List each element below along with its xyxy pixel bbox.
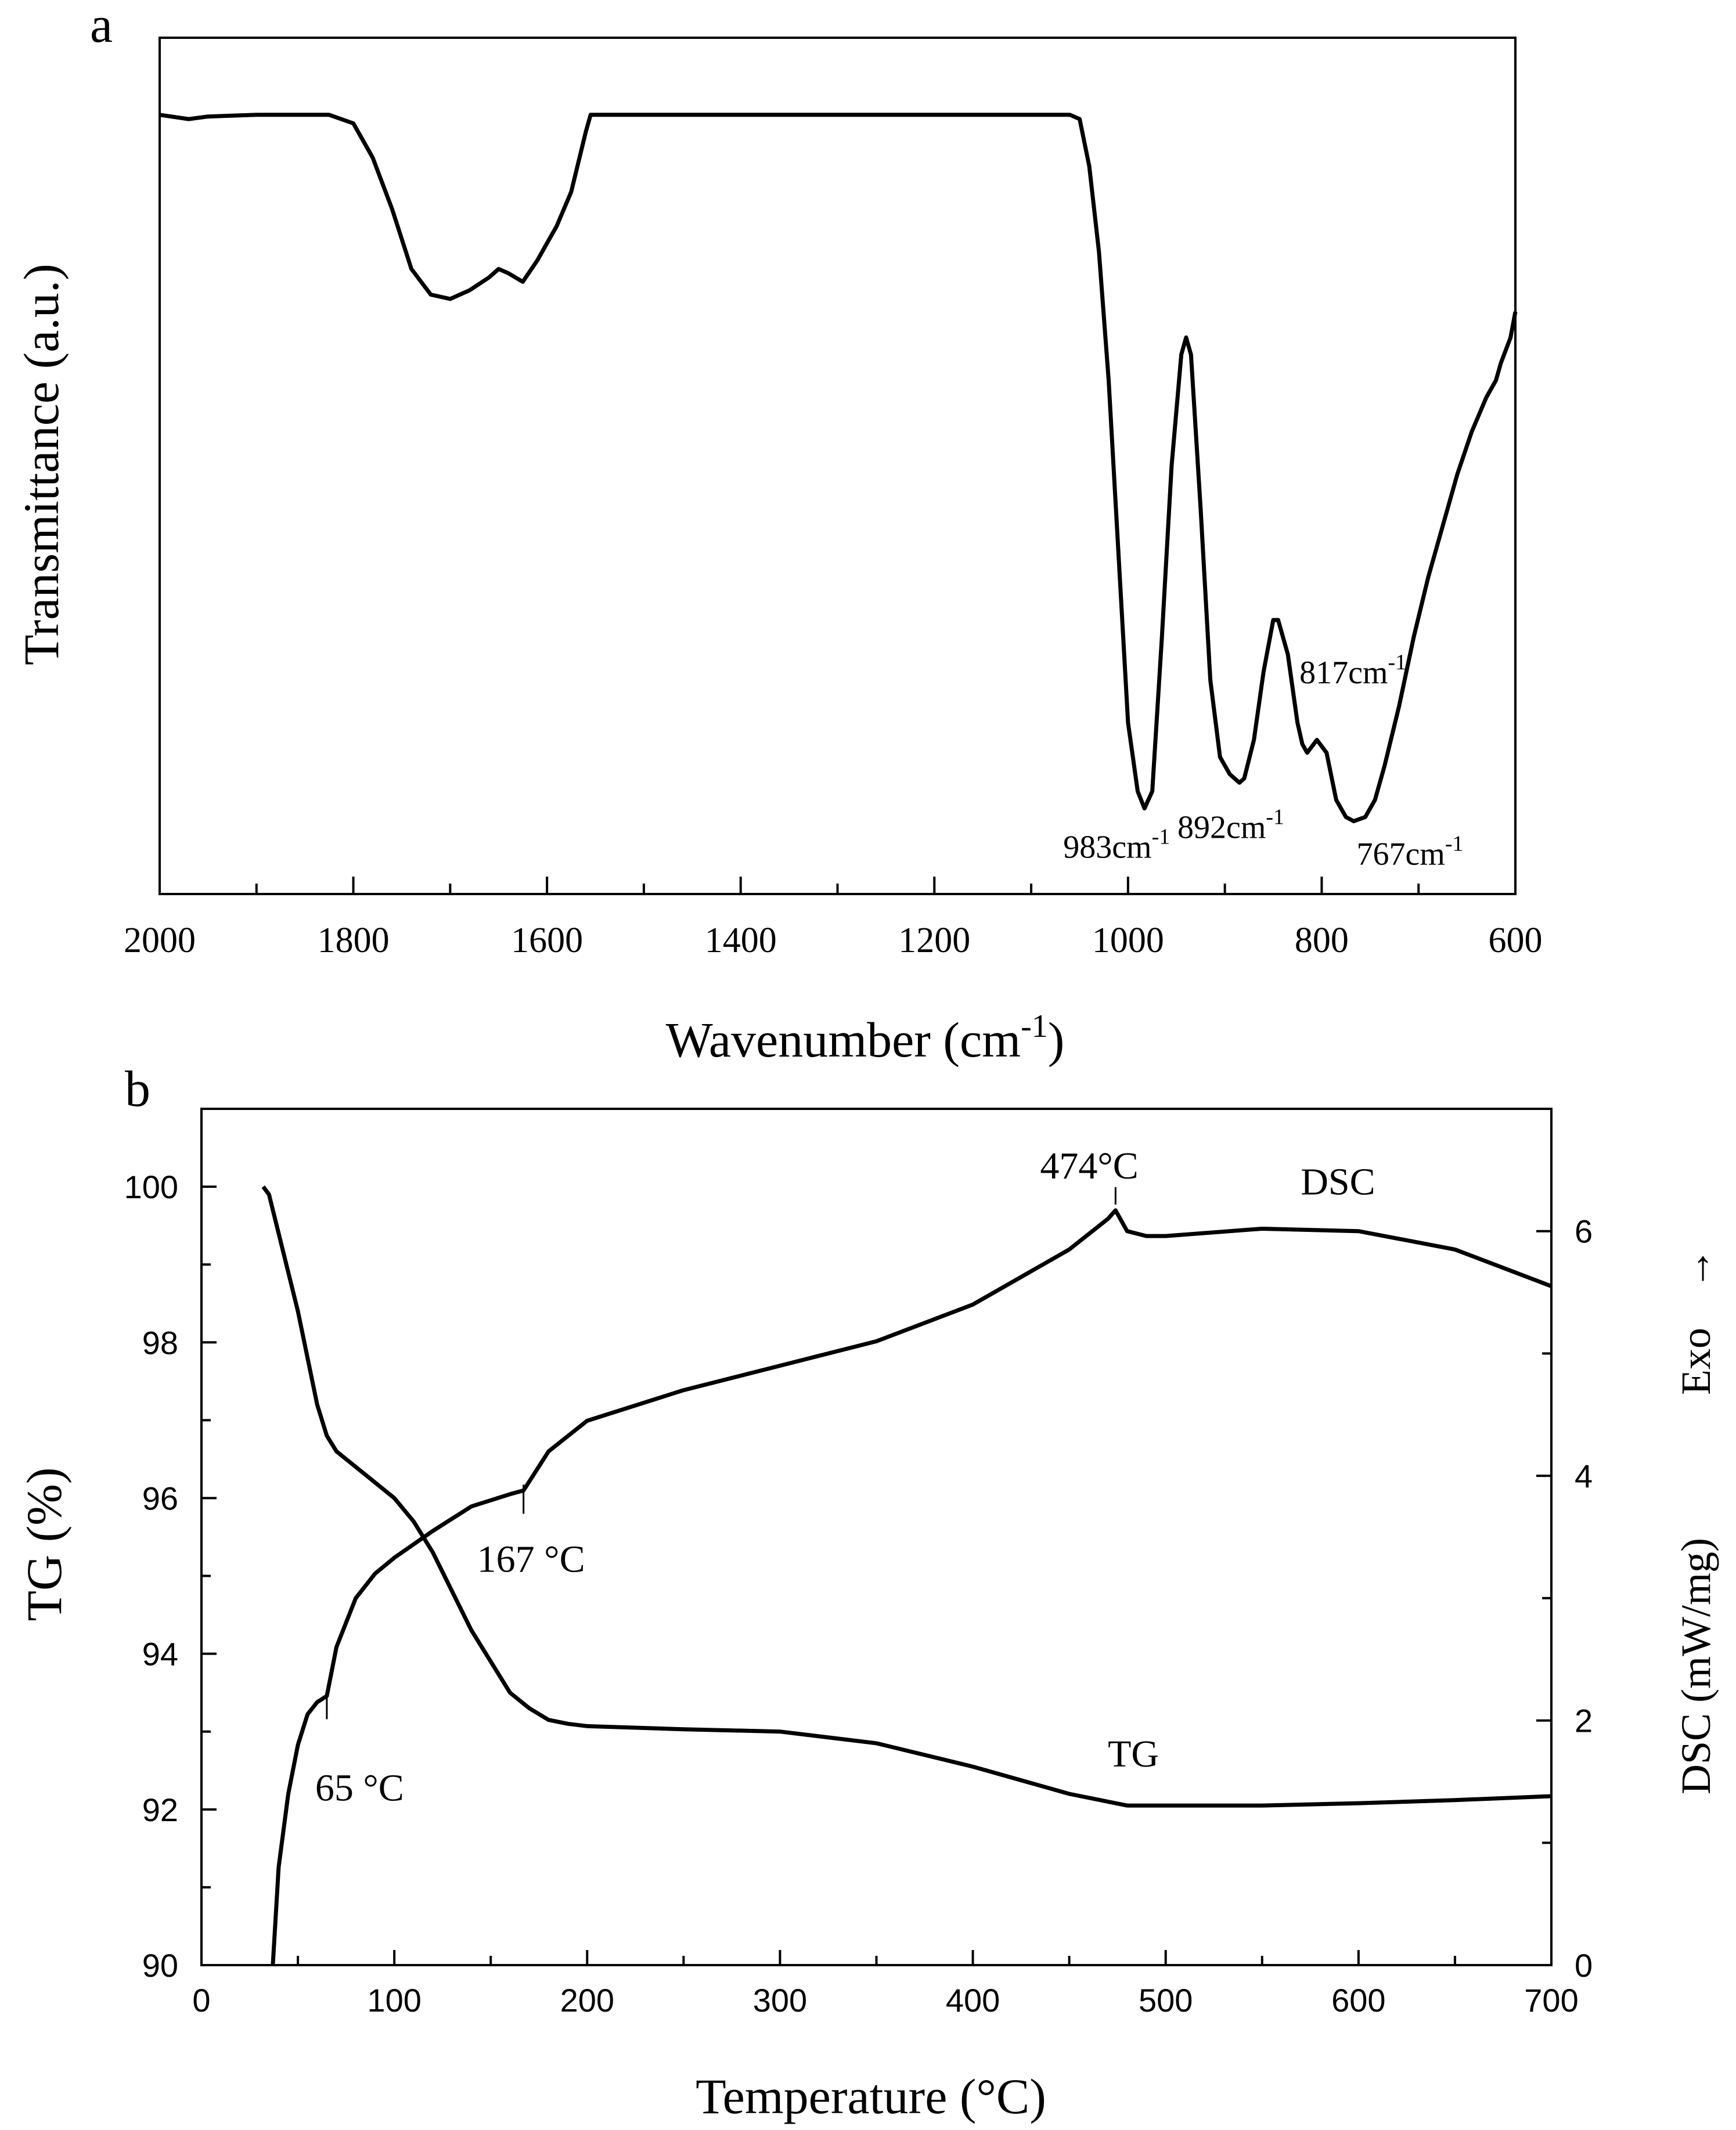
ftir-spectrum-line [159,113,1518,824]
panel-b-x-ticks [200,1950,1553,1965]
panel-b-x-axis-label: Temperature (°C) [696,2068,1046,2124]
panel-a-label: a [90,0,113,53]
panel-b-y-tick-labels: 90 92 94 96 98 100 [124,1169,178,1984]
panel-b-y-ticks [201,1185,217,1966]
y-tick-label: 94 [142,1636,178,1673]
peak-label: 983cm-1 [1063,825,1170,866]
right-y-tick-label: 2 [1575,1703,1593,1739]
panel-a-x-tick-labels: 2000 1800 1600 1400 1200 1000 800 600 [124,921,1543,960]
panel-b-annotations: 65 °C 167 °C 474°C DSC TG [315,1145,1375,1810]
x-tick-label: 1600 [511,921,583,960]
x-tick-label: 1200 [898,921,970,960]
x-tick-label: 600 [1331,1982,1385,2019]
panel-b-exo-label: Exo [1673,1328,1719,1395]
exo-arrow-icon: → [1673,1248,1719,1289]
x-tick-label: 1800 [318,921,390,960]
annotation-label: 167 °C [477,1538,585,1580]
dsc-curve-line [271,1208,1553,1966]
x-tick-label: 200 [560,1982,614,2019]
x-tick-label: 500 [1139,1982,1193,2019]
panel-b-right-y-axis-label: DSC (mW/mg) [1673,1538,1719,1794]
right-y-tick-label: 0 [1575,1947,1593,1984]
panel-a-x-axis-label: Wavenumber (cm-1) [666,1008,1065,1068]
annotation-label: TG [1108,1733,1159,1775]
panel-a-y-axis-label: Transmittance (a.u.) [13,264,69,665]
y-tick-label: 90 [142,1947,178,1984]
annotation-label: 474°C [1040,1145,1138,1187]
right-y-tick-label: 6 [1575,1213,1593,1250]
right-y-tick-label: 4 [1575,1458,1593,1494]
panel-a: a 2000 1800 1600 1400 1200 1000 800 600 983cm-1… [13,0,1543,1068]
panel-b: b 0 100 200 300 400 500 600 700 90 92 94 96 98 100 0… [16,1061,1719,2124]
peak-label: 767cm-1 [1356,832,1463,873]
x-tick-label: 800 [1295,921,1349,960]
panel-a-x-ticks [159,877,1517,894]
panel-b-x-tick-labels: 0 100 200 300 400 500 600 700 [192,1982,1578,2019]
x-tick-label: 1000 [1092,921,1164,960]
y-tick-label: 96 [142,1480,178,1516]
panel-a-peak-labels: 983cm-1 892cm-1 817cm-1 767cm-1 [1063,650,1463,873]
panel-b-right-y-tick-labels: 0 2 4 6 [1575,1213,1593,1984]
panel-b-right-y-ticks [1536,1230,1551,1966]
x-tick-label: 400 [946,1982,1000,2019]
y-tick-label: 92 [142,1792,178,1828]
y-tick-label: 98 [142,1324,178,1361]
peak-label: 817cm-1 [1299,650,1406,691]
panel-b-plot-frame [200,1108,1553,1966]
panel-b-y-axis-label: TG (%) [16,1467,72,1621]
tg-curve-line [261,1185,1552,1808]
x-tick-label: 100 [367,1982,421,2019]
x-tick-label: 0 [192,1982,210,2019]
x-tick-label: 1400 [705,921,777,960]
x-tick-label: 300 [753,1982,807,2019]
panel-a-plot-frame [159,37,1517,895]
x-tick-label: 700 [1524,1982,1578,2019]
y-tick-label: 100 [124,1169,178,1205]
panel-b-label: b [125,1061,150,1118]
x-tick-label: 2000 [124,921,196,960]
x-tick-label: 600 [1489,921,1543,960]
peak-label: 892cm-1 [1177,805,1284,845]
annotation-label: DSC [1301,1161,1375,1203]
annotation-label: 65 °C [315,1767,404,1809]
